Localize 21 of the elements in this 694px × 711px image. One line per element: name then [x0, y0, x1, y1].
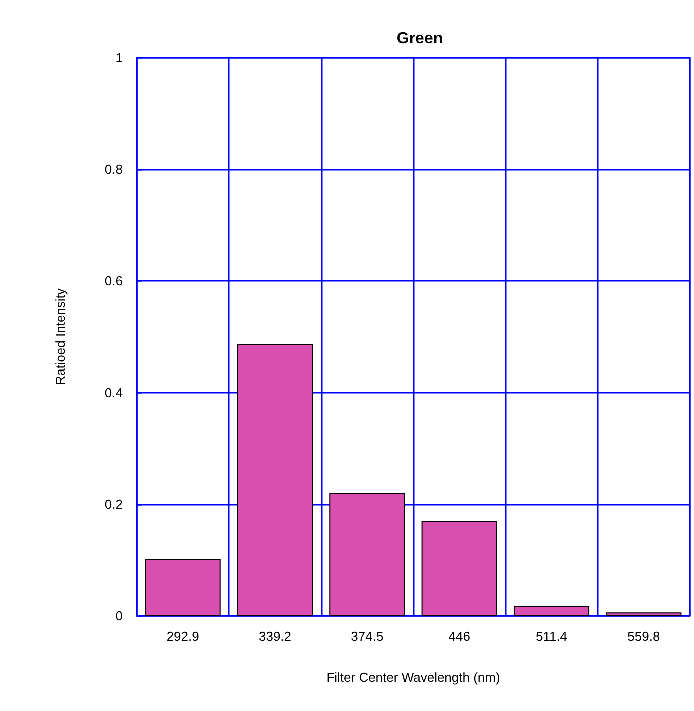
- bar: [330, 493, 406, 616]
- x-tick-label: 446: [448, 629, 470, 644]
- x-axis-title: Filter Center Wavelength (nm): [326, 670, 500, 685]
- bar: [514, 606, 590, 616]
- x-tick-label: 511.4: [536, 629, 568, 644]
- x-tick-label: 339.2: [258, 629, 292, 644]
- bar: [606, 612, 682, 616]
- chart-title: Green: [396, 30, 444, 48]
- x-tick-label: 559.8: [628, 629, 660, 644]
- y-tick-label: 0.6: [104, 274, 123, 289]
- y-tick-label: 0.2: [104, 496, 123, 512]
- y-tick-label: 1: [116, 50, 123, 66]
- bar: [145, 559, 221, 616]
- x-tick-label: 292.9: [166, 629, 200, 644]
- y-tick-label: 0.8: [104, 162, 123, 178]
- bar: [422, 521, 498, 616]
- y-tick-label: 0: [116, 608, 123, 624]
- y-tick-label: 0.4: [104, 385, 123, 400]
- x-tick-label: 374.5: [351, 629, 384, 644]
- bar: [237, 344, 314, 616]
- y-axis-title: Ratioed Intensity: [53, 288, 68, 386]
